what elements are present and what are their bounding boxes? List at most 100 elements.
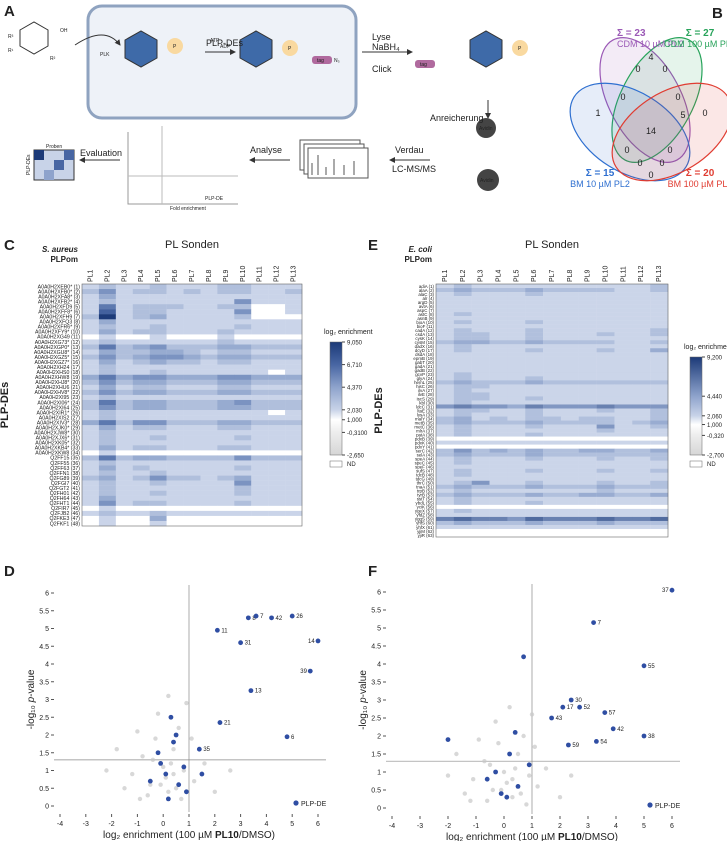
heat-cell [650, 292, 669, 297]
heat-cell [489, 320, 508, 325]
heat-cell [471, 340, 490, 345]
heat-cell [251, 420, 269, 426]
heat-cell [436, 500, 455, 506]
plp-de-point [199, 771, 205, 777]
row-label: csdA (13) [415, 332, 434, 337]
colorbar-tick-label: -0,3100 [347, 431, 368, 437]
heat-cell [471, 308, 490, 313]
heat-cell [200, 339, 218, 345]
point-label: 52 [584, 705, 591, 711]
heat-cell [596, 488, 615, 494]
heat-cell [149, 425, 167, 431]
heat-cell [560, 504, 579, 510]
heat-cell [285, 339, 303, 345]
heat-cell [471, 380, 490, 385]
heat-cell [507, 504, 526, 510]
heat-cell [132, 405, 150, 411]
heat-cell [149, 294, 167, 300]
row-label: hemL (25) [414, 380, 434, 385]
heat-cell [82, 490, 100, 496]
heat-cell [453, 452, 472, 457]
colorbar-tick-label: -2,700 [707, 454, 725, 460]
heat-cell [596, 440, 615, 445]
plp-de-point [253, 613, 259, 619]
y-tick-label: 5.5 [371, 608, 381, 615]
heat-cell [525, 344, 544, 349]
heat-cell [234, 284, 252, 290]
heat-cell [471, 464, 490, 469]
heat-cell [525, 484, 544, 490]
heat-cell [285, 520, 303, 527]
heat-cell [453, 504, 472, 510]
heat-cell [132, 289, 150, 295]
heat-cell [453, 376, 472, 381]
heat-cell [525, 448, 544, 453]
heat-cell [251, 440, 269, 446]
heat-cell [543, 372, 562, 377]
heat-cell [115, 490, 133, 496]
heat-cell [578, 432, 597, 437]
heat-cell [560, 404, 579, 409]
heat-cell [525, 492, 544, 498]
heat-cell [285, 460, 303, 466]
heat-cell [489, 476, 508, 481]
label: Avidin [479, 126, 493, 132]
heat-cell [596, 424, 615, 429]
spectra [299, 139, 369, 179]
venn-count: 0 [667, 145, 672, 155]
heat-cell [98, 319, 117, 325]
row-label: kbl (30) [419, 400, 434, 405]
heat-cell [596, 484, 615, 490]
heat-cell [251, 445, 269, 451]
heat-cell [251, 399, 269, 406]
heat-cell [166, 515, 184, 522]
heat-cell [578, 388, 597, 393]
heat-cell [200, 445, 218, 451]
heat-cell [268, 314, 286, 320]
heat-cell [115, 405, 133, 411]
x-axis-label-part: /DMSO) [582, 832, 618, 841]
label: NaBH₄ [372, 42, 400, 52]
heat-cell [507, 460, 526, 465]
heat-cell [632, 388, 651, 393]
heat-cell [436, 340, 455, 345]
x-tick-label: -1 [134, 821, 140, 828]
heat-cell [268, 465, 286, 471]
heat-cell [217, 374, 235, 380]
heat-cell [560, 488, 579, 494]
legend-label: PLP-DE [301, 801, 327, 808]
heat-cell [132, 399, 150, 406]
heat-cell [596, 528, 615, 534]
heat-cell [650, 452, 669, 457]
heat-cell [268, 435, 286, 441]
x-tick-label: 1 [530, 823, 534, 830]
heat-cell [166, 309, 184, 315]
venn-name: CDM 100 µM PL2 [664, 39, 727, 49]
heat-cell [149, 344, 167, 350]
heat-cell [268, 294, 286, 300]
heat-cell [632, 516, 651, 522]
heat-cell [560, 316, 579, 321]
heat-cell [200, 294, 218, 300]
point-label: 31 [245, 641, 252, 647]
plp-de-point [507, 751, 512, 757]
heat-cell [614, 488, 633, 494]
background-point [181, 768, 187, 773]
heat-cell [166, 329, 184, 335]
heat-cell [183, 374, 201, 380]
heat-cell [471, 316, 490, 321]
heat-cell [234, 379, 252, 386]
heat-cell [149, 389, 167, 396]
heat-cell [268, 455, 286, 461]
heat-cell [596, 348, 615, 353]
background-point [179, 796, 184, 802]
heat-cell [614, 420, 633, 425]
y-tick-label: 3 [45, 697, 49, 704]
label: Verdau [395, 145, 424, 155]
heat-cell [471, 456, 490, 461]
heat-cell [453, 492, 472, 498]
row-label: metB (35) [415, 420, 435, 425]
heat-cell [234, 329, 252, 335]
avidin-bead [477, 169, 499, 191]
heat-cell [525, 512, 544, 518]
